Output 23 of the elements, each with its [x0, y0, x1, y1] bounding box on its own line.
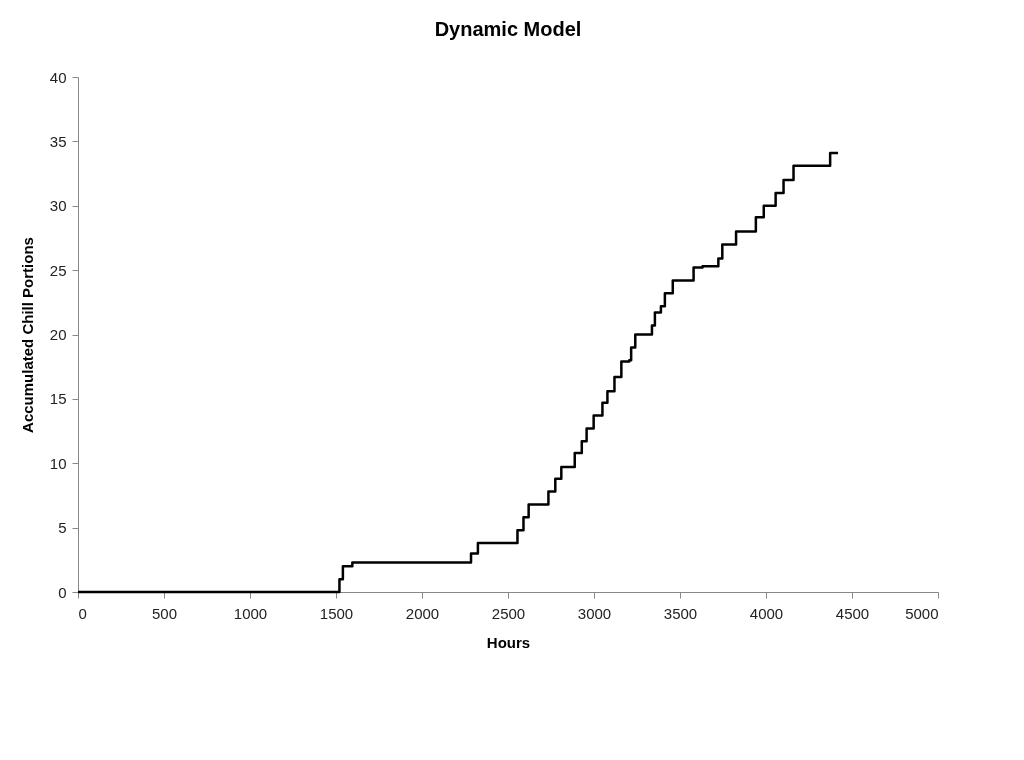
x-tick-label: 3500: [663, 604, 698, 622]
y-tick-label: 25: [49, 261, 67, 279]
x-tick-label: 0: [78, 604, 87, 622]
x-tick-label: 5000: [905, 604, 939, 622]
y-tick-label: 40: [49, 68, 67, 86]
y-tick-label: 15: [49, 390, 67, 408]
x-axis-title: Hours: [486, 633, 531, 651]
chart-title: Dynamic Model: [434, 18, 582, 40]
y-tick-label: 20: [49, 326, 67, 343]
x-tick-label: 4500: [835, 604, 870, 622]
y-tick-label: 0: [58, 583, 67, 601]
y-tick-label: 30: [49, 197, 67, 215]
y-tick-label: 5: [58, 519, 67, 537]
y-tick-label: 35: [49, 132, 67, 150]
x-tick-label: 2000: [405, 604, 440, 622]
x-tick-label: 1000: [233, 604, 268, 622]
x-tick-label: 1500: [319, 604, 354, 622]
x-tick-label: 4000: [749, 604, 784, 622]
x-tick-label: 2500: [491, 604, 526, 622]
y-tick-label: 10: [49, 454, 67, 472]
x-tick-label: 500: [151, 604, 178, 622]
x-tick-label: 3000: [577, 604, 612, 622]
y-axis-title: Accumulated Chill Portions: [18, 237, 36, 433]
